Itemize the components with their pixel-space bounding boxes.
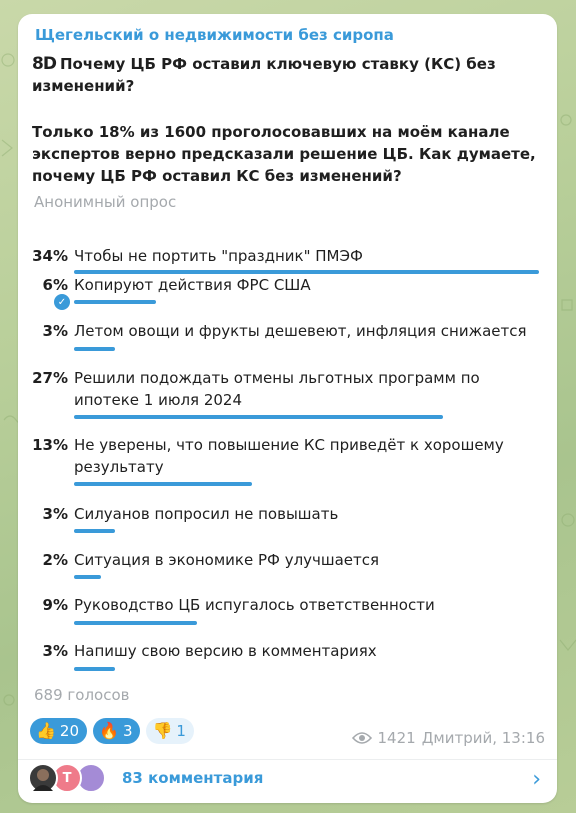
avatar xyxy=(28,763,58,793)
vote-count[interactable]: 689 голосов xyxy=(34,686,130,704)
option-percent: 13% xyxy=(32,436,68,454)
option-result-bar xyxy=(74,300,156,304)
thumbs-up-icon: 👍 xyxy=(36,721,56,740)
option-percent: 9% xyxy=(42,596,68,614)
option-result-bar xyxy=(74,667,115,671)
option-percent: 3% xyxy=(42,322,68,340)
reaction-count: 20 xyxy=(59,722,80,740)
message-meta: 1421 Дмитрий, 13:16 xyxy=(351,729,545,747)
reaction-count: 1 xyxy=(176,722,186,740)
poll-description: Только 18% из 1600 проголосовавших на мо… xyxy=(32,123,536,185)
option-result-bar xyxy=(74,529,115,533)
chevron-right-icon: › xyxy=(532,767,541,792)
option-result-bar xyxy=(74,347,115,351)
user-photo-icon xyxy=(33,769,53,791)
logo-8d-icon: 8D xyxy=(32,54,57,74)
option-percent: 6% xyxy=(42,276,68,294)
option-text: Напишу свою версию в комментариях xyxy=(74,642,377,660)
option-percent: 27% xyxy=(32,369,68,387)
reaction-thumbs-down[interactable]: 👎 1 xyxy=(146,718,194,744)
poll-question: 8D Почему ЦБ РФ оставил ключевую ставку (… xyxy=(32,53,542,97)
option-result-bar xyxy=(74,270,539,274)
selected-check-icon: ✓ xyxy=(54,294,70,310)
comments-divider xyxy=(18,759,557,760)
reaction-count: 3 xyxy=(122,722,133,740)
poll-message-card: Щегельский о недвижимости без сиропа 8D П… xyxy=(18,14,557,803)
reaction-thumbs-up[interactable]: 👍 20 xyxy=(30,718,88,744)
poll-question-text: Почему ЦБ РФ оставил ключевую ставку (КС… xyxy=(32,55,496,95)
views-eye-icon xyxy=(351,732,372,744)
fire-icon: 🔥 xyxy=(99,721,119,740)
option-text: Руководство ЦБ испугалось ответственност… xyxy=(74,596,435,614)
option-text: Копируют действия ФРС США xyxy=(74,276,311,294)
option-text: Ситуация в экономике РФ улучшается xyxy=(74,551,380,569)
comments-button[interactable]: Т 83 комментария › xyxy=(28,763,547,797)
option-percent: 2% xyxy=(42,551,68,569)
author-time: Дмитрий, 13:16 xyxy=(421,729,545,747)
option-text: Чтобы не портить "праздник" ПМЭФ xyxy=(74,247,363,265)
option-text: Силуанов попросил не повышать xyxy=(74,505,339,523)
comments-count-label: 83 комментария xyxy=(122,769,264,787)
option-text: Не уверены, что повышение КС приведёт к … xyxy=(74,436,504,476)
option-percent: 3% xyxy=(42,642,68,660)
reactions-bar: 👍 20 🔥 3 👎 1 xyxy=(30,718,194,744)
option-text: Решили подождать отмены льготных програм… xyxy=(74,369,480,409)
view-count: 1421 xyxy=(377,729,416,747)
option-result-bar xyxy=(74,415,443,419)
option-text: Летом овощи и фрукты дешевеют, инфляция … xyxy=(74,322,527,340)
thumbs-down-icon: 👎 xyxy=(152,721,173,740)
reaction-fire[interactable]: 🔥 3 xyxy=(93,718,141,744)
option-result-bar xyxy=(74,621,197,625)
option-result-bar xyxy=(74,575,101,579)
option-percent: 34% xyxy=(32,247,68,265)
option-result-bar xyxy=(74,482,252,486)
channel-name[interactable]: Щегельский о недвижимости без сиропа xyxy=(35,26,394,44)
option-percent: 3% xyxy=(42,505,68,523)
poll-type-label: Анонимный опрос xyxy=(34,193,177,211)
